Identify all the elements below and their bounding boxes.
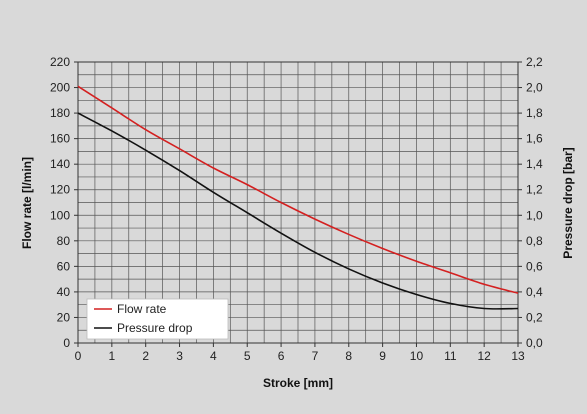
y-right-tick-label: 1,2 [526,183,543,197]
y-axis-left-title: Flow rate [l/min] [20,157,34,249]
y-left-tick-label: 20 [57,310,71,324]
y-left-tick-label: 40 [57,285,71,299]
y-right-tick-label: 2,2 [526,55,543,69]
x-tick-label: 8 [345,349,352,363]
y-right-tick-label: 0,6 [526,259,543,273]
y-left-tick-label: 60 [57,259,71,273]
x-tick-label: 5 [244,349,251,363]
x-axis-title: Stroke [mm] [263,376,333,390]
y-left-tick-label: 140 [50,157,70,171]
legend-label-flow-rate: Flow rate [117,302,167,316]
legend-label-pressure-drop: Pressure drop [117,321,193,335]
y-left-tick-label: 220 [50,55,70,69]
x-tick-label: 6 [278,349,285,363]
y-right-tick-label: 1,0 [526,208,543,222]
y-right-tick-label: 1,8 [526,106,543,120]
y-right-tick-label: 1,6 [526,132,543,146]
y-left-tick-label: 200 [50,81,70,95]
y-right-tick-label: 2,0 [526,81,543,95]
x-tick-label: 13 [511,349,525,363]
x-tick-label: 4 [210,349,217,363]
axis-ticks: 0 1 2 3 4 5 6 7 8 9 10 11 12 130204060801001201401601… [50,55,543,363]
y-right-tick-label: 0,4 [526,285,543,299]
x-tick-label: 11 [444,349,457,363]
y-left-tick-label: 80 [57,234,71,248]
x-tick-label: 1 [109,349,116,363]
x-tick-label: 7 [312,349,319,363]
y-right-tick-label: 0,8 [526,234,543,248]
legend: Flow rate Pressure drop [86,298,229,340]
y-left-tick-label: 180 [50,106,70,120]
y-right-tick-label: 0,0 [526,336,543,350]
x-tick-label: 2 [142,349,149,363]
y-left-tick-label: 160 [50,132,70,146]
plot-border [77,61,519,344]
x-tick-label: 9 [379,349,386,363]
y-left-tick-label: 0 [63,336,70,350]
series-line-flow-rate [77,85,519,294]
y-right-tick-label: 0,2 [526,310,543,324]
x-tick-label: 0 [75,349,82,363]
legend-box [86,298,229,340]
y-left-tick-label: 100 [50,208,70,222]
y-left-tick-label: 120 [50,183,70,197]
x-tick-label: 12 [477,349,491,363]
x-tick-label: 3 [176,349,183,363]
series-line-pressure-drop [77,112,519,310]
x-tick-label: 10 [410,349,424,363]
y-axis-right-title: Pressure drop [bar] [561,147,575,258]
series-group [77,85,519,310]
y-right-tick-label: 1,4 [526,157,543,171]
